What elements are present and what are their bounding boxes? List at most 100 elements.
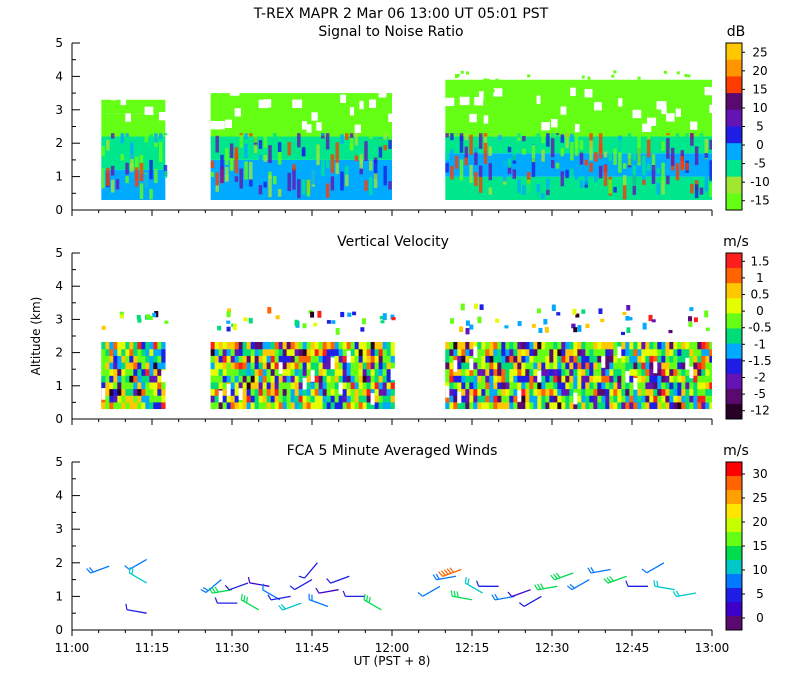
vv-cell	[117, 401, 122, 410]
snr-cell	[287, 172, 291, 192]
vv-cell	[489, 361, 494, 370]
vertical-velocity-heatmap	[101, 303, 712, 410]
vv-cell	[465, 320, 470, 326]
vv-cell	[270, 388, 275, 396]
vv-cell	[445, 375, 450, 383]
vv-cell	[340, 311, 345, 318]
vv-cell	[637, 388, 642, 396]
snr-gap	[263, 99, 272, 108]
vv-cell	[685, 368, 690, 376]
vv-cell	[637, 361, 642, 370]
snr-speckle	[613, 70, 617, 74]
vv-cell	[573, 327, 578, 333]
snr-cell	[541, 133, 545, 144]
vv-cell	[262, 341, 267, 350]
colorbar-swatch	[726, 403, 742, 420]
vv-cell	[386, 381, 391, 390]
vv-cell	[258, 348, 263, 356]
colorbar-label: 5	[756, 120, 764, 134]
vv-cell	[689, 388, 694, 396]
vv-cell	[597, 341, 602, 350]
vv-cell	[278, 355, 283, 363]
vv-cell	[565, 375, 570, 383]
vv-cell	[601, 381, 606, 390]
vv-cell	[553, 348, 558, 356]
vv-cell	[302, 388, 307, 396]
vv-cell	[157, 361, 162, 370]
vv-cell	[609, 381, 614, 390]
vv-gap	[310, 370, 316, 382]
vv-cell	[545, 395, 550, 403]
vv-cell	[161, 361, 166, 370]
wind-barb	[417, 585, 441, 597]
vv-cell	[386, 395, 391, 403]
vv-cell	[505, 401, 510, 410]
vv-cell	[141, 401, 146, 410]
vv-cell	[378, 348, 383, 356]
vv-cell	[334, 395, 339, 403]
snr-gap	[225, 119, 233, 128]
snr-cell	[627, 133, 632, 143]
vv-cell	[390, 361, 395, 370]
snr-speckle	[484, 89, 488, 93]
vv-cell	[617, 375, 622, 383]
vv-cell	[705, 368, 710, 376]
vv-cell	[601, 388, 606, 396]
vv-cell	[573, 341, 578, 350]
vv-gap	[445, 385, 451, 398]
snr-gap	[301, 121, 307, 130]
snr-cell	[364, 165, 368, 176]
vv-cell	[290, 368, 295, 376]
vv-cell	[629, 395, 634, 403]
vv-cell	[113, 381, 118, 390]
vv-cell	[585, 401, 590, 410]
vv-cell	[485, 355, 490, 363]
vv-cell	[129, 401, 134, 410]
vv-cell	[370, 401, 375, 410]
vv-cell	[565, 395, 570, 403]
vv-gap	[346, 351, 352, 363]
vv-cell	[465, 395, 470, 403]
wind-barb	[491, 593, 515, 601]
vv-cell	[688, 321, 693, 327]
vv-cell	[581, 348, 586, 356]
vv-cell	[605, 348, 610, 356]
snr-speckle	[483, 78, 487, 82]
wind-barb	[86, 565, 110, 574]
vv-cell	[509, 388, 514, 396]
vv-cell	[556, 312, 561, 316]
vv-cell	[250, 348, 255, 356]
vv-cell	[290, 348, 295, 356]
vv-cell	[117, 341, 122, 350]
vv-cell	[669, 381, 674, 390]
vv-cell	[105, 368, 110, 376]
vv-cell	[489, 375, 494, 383]
vv-cell	[248, 317, 253, 324]
vv-cell	[210, 355, 215, 363]
vv-cell	[153, 368, 158, 376]
colorbar-label: 0	[756, 611, 764, 625]
vv-cell	[493, 395, 498, 403]
vv-cell	[246, 375, 251, 383]
vv-cell	[274, 388, 279, 396]
vv-cell	[105, 381, 110, 390]
snr-cell	[603, 164, 608, 187]
vv-cell	[533, 381, 538, 390]
snr-cell	[680, 150, 685, 162]
y-tick-label: 5	[55, 36, 63, 50]
vv-cell	[661, 381, 666, 390]
vv-cell	[457, 375, 462, 383]
vv-gap	[469, 358, 475, 371]
snr-cell	[594, 141, 598, 148]
snr-cell	[661, 162, 665, 181]
snr-cell	[244, 143, 248, 159]
vv-cell	[601, 375, 606, 383]
vv-cell	[477, 341, 482, 350]
vv-cell	[589, 395, 594, 403]
vv-cell	[210, 395, 215, 403]
snr-cell	[321, 133, 325, 136]
vv-cell	[493, 381, 498, 390]
colorbar-label: -1.5	[748, 354, 771, 368]
wind-barb	[298, 562, 318, 579]
vv-cell	[581, 381, 586, 390]
